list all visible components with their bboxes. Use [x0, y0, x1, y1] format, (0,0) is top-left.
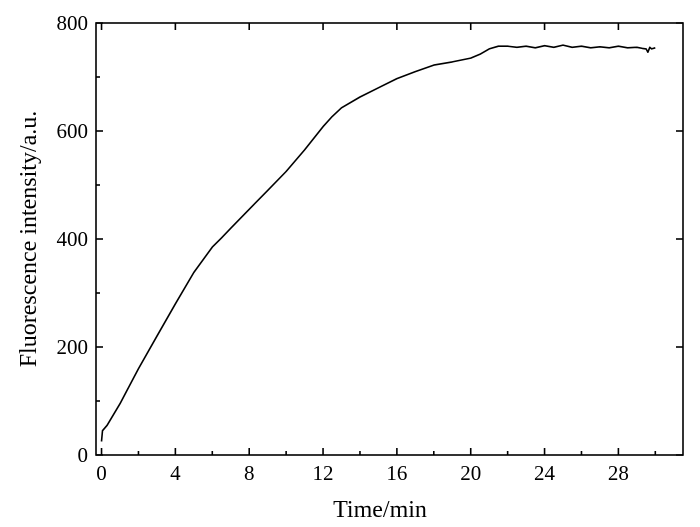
y-tick-label: 600: [57, 119, 89, 143]
axis-tick-labels: 0 4 8 12 16 20 24 28 0 200 400 600 800: [57, 11, 629, 485]
x-tick-label: 20: [460, 461, 481, 485]
y-axis-title: Fluorescence intensity/a.u.: [16, 111, 42, 368]
y-tick-label: 800: [57, 11, 89, 35]
y-tick-label: 200: [57, 335, 89, 359]
plot-frame: [95, 22, 684, 456]
x-tick-label: 12: [313, 461, 334, 485]
axis-ticks: [96, 22, 683, 456]
x-tick-label: 16: [386, 461, 407, 485]
y-tick-label: 400: [57, 227, 89, 251]
x-tick-label: 0: [96, 461, 107, 485]
x-tick-label: 8: [244, 461, 255, 485]
series-layer: [100, 44, 656, 442]
x-tick-label: 4: [170, 461, 181, 485]
series-line-1: [100, 44, 656, 442]
x-axis-title: Time/min: [333, 497, 427, 523]
y-tick-label: 0: [78, 443, 89, 467]
x-tick-label: 24: [534, 461, 556, 485]
plot-frame-group: [95, 22, 684, 456]
x-tick-label: 28: [608, 461, 629, 485]
